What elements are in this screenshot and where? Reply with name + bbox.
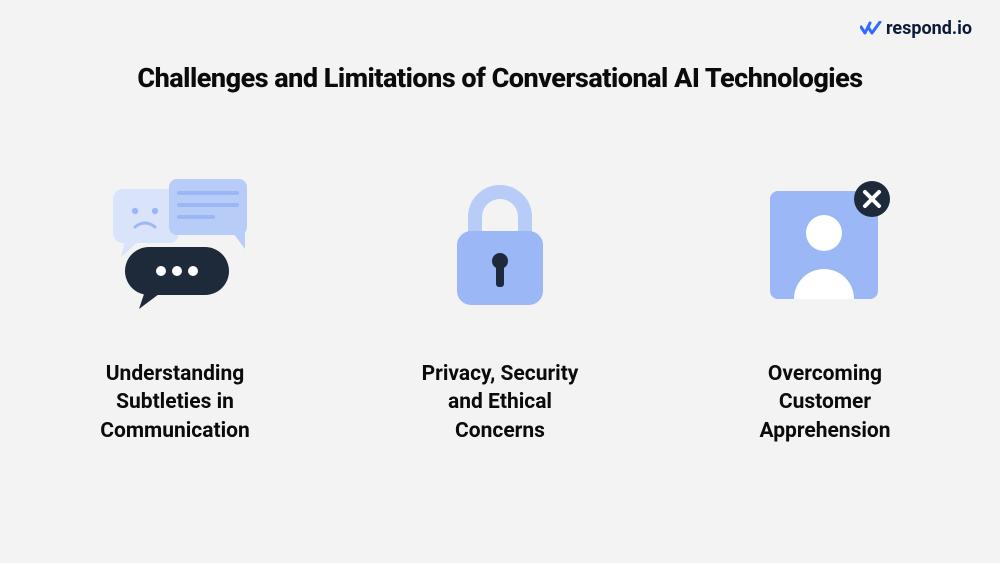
item-label: Understanding Subtleties in Communicatio…: [100, 360, 250, 445]
chat-bubbles-icon: [95, 170, 255, 320]
item-apprehension: Overcoming Customer Apprehension: [675, 170, 975, 445]
brand-logo: respond.io: [860, 18, 972, 39]
item-label: Overcoming Customer Apprehension: [759, 360, 890, 445]
page-title: Challenges and Limitations of Conversati…: [0, 62, 1000, 94]
item-label: Privacy, Security and Ethical Concerns: [422, 360, 579, 445]
logo-mark-icon: [860, 21, 882, 37]
user-x-icon: [750, 170, 900, 320]
logo-text: respond.io: [886, 18, 972, 39]
infographic-canvas: respond.io Challenges and Limitations of…: [0, 0, 1000, 563]
item-privacy: Privacy, Security and Ethical Concerns: [350, 170, 650, 445]
item-communication: Understanding Subtleties in Communicatio…: [25, 170, 325, 445]
lock-icon: [435, 170, 565, 320]
items-row: Understanding Subtleties in Communicatio…: [0, 170, 1000, 530]
